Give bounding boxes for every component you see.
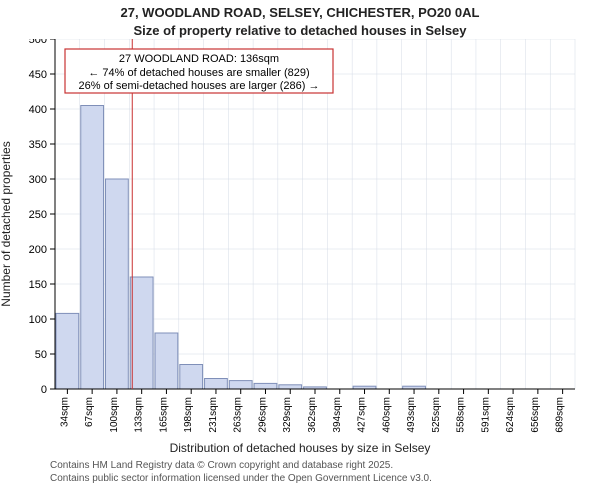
svg-text:350: 350 — [29, 139, 47, 151]
x-tick-label: 100sqm — [109, 397, 120, 433]
x-tick-label: 67sqm — [84, 397, 95, 427]
footer-line-2: Contains public sector information licen… — [50, 472, 590, 485]
x-tick-label: 198sqm — [183, 397, 194, 433]
bar — [56, 313, 79, 389]
svg-text:100: 100 — [29, 314, 47, 326]
bar — [130, 277, 153, 389]
title-line-2: Size of property relative to detached ho… — [0, 22, 600, 40]
bar — [254, 383, 277, 389]
bar — [279, 385, 302, 389]
x-tick-label: 165sqm — [158, 397, 169, 433]
x-tick-label: 263sqm — [233, 397, 244, 433]
x-tick-label: 689sqm — [555, 397, 566, 433]
bar — [155, 333, 178, 389]
svg-text:50: 50 — [35, 349, 47, 361]
x-tick-label: 525sqm — [431, 397, 442, 433]
x-tick-label: 296sqm — [257, 397, 268, 433]
svg-text:150: 150 — [29, 279, 47, 291]
svg-text:200: 200 — [29, 244, 47, 256]
x-axis-label: Distribution of detached houses by size … — [0, 441, 600, 455]
svg-text:0: 0 — [41, 384, 47, 396]
x-tick-label: 591sqm — [480, 397, 491, 433]
x-tick-label: 558sqm — [456, 397, 467, 433]
svg-text:250: 250 — [29, 209, 47, 221]
x-tick-label: 460sqm — [381, 397, 392, 433]
bar — [205, 379, 228, 390]
x-tick-label: 656sqm — [530, 397, 541, 433]
callout-line-2: ← 74% of detached houses are smaller (82… — [88, 67, 309, 79]
x-tick-label: 329sqm — [282, 397, 293, 433]
x-tick-label: 34sqm — [59, 397, 70, 427]
x-tick-label: 362sqm — [307, 397, 318, 433]
title-line-1: 27, WOODLAND ROAD, SELSEY, CHICHESTER, P… — [0, 4, 600, 22]
histogram-chart: 0 50 100 150 200 250 300 350 400 450 500 34sqm 67sqm… — [0, 39, 600, 439]
callout-line-1: 27 WOODLAND ROAD: 136sqm — [119, 53, 279, 65]
footer-line-1: Contains HM Land Registry data © Crown c… — [50, 459, 590, 472]
x-tick-label: 493sqm — [406, 397, 417, 433]
x-tick-label: 624sqm — [505, 397, 516, 433]
svg-text:500: 500 — [29, 39, 47, 46]
callout-line-3: 26% of semi-detached houses are larger (… — [79, 80, 320, 92]
bar — [229, 381, 252, 389]
x-tick-label: 394sqm — [332, 397, 343, 433]
svg-text:450: 450 — [29, 69, 47, 81]
bar — [180, 365, 203, 390]
x-tick-label: 427sqm — [357, 397, 368, 433]
x-tick-label: 231sqm — [208, 397, 219, 433]
svg-text:300: 300 — [29, 174, 47, 186]
svg-text:400: 400 — [29, 104, 47, 116]
bar — [81, 106, 104, 390]
y-axis-label: Number of detached properties — [0, 141, 13, 306]
bar — [106, 179, 129, 389]
x-tick-label: 133sqm — [134, 397, 145, 433]
